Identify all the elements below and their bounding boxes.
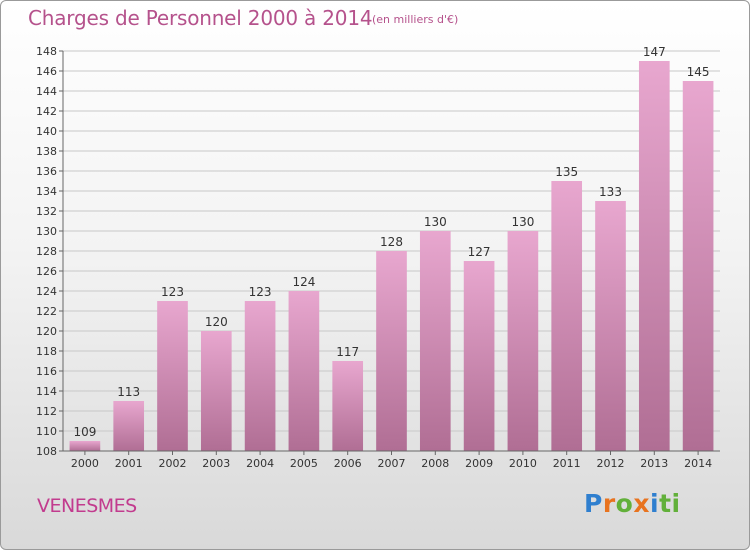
axes: 108 110 112 114 116 118 120 122 124 126 128 130 132 1… bbox=[36, 45, 720, 470]
y-tick-label: 120 bbox=[36, 325, 57, 338]
bar bbox=[507, 231, 539, 451]
bar bbox=[551, 181, 583, 451]
logo-letter: o bbox=[615, 489, 634, 518]
bar bbox=[376, 251, 407, 451]
y-tick-label: 138 bbox=[36, 145, 57, 158]
x-tick-label: 2013 bbox=[640, 457, 668, 470]
bar bbox=[463, 261, 495, 451]
bar bbox=[682, 81, 714, 451]
x-tick-label: 2004 bbox=[246, 457, 274, 470]
x-tick-label: 2001 bbox=[115, 457, 143, 470]
logo-letter: x bbox=[633, 489, 650, 518]
data-label: 135 bbox=[555, 165, 578, 179]
x-tick-label: 2007 bbox=[378, 457, 406, 470]
x-tick-label: 2009 bbox=[465, 457, 493, 470]
y-tick-label: 118 bbox=[36, 345, 57, 358]
bar bbox=[595, 201, 626, 451]
data-label: 109 bbox=[73, 425, 96, 439]
logo-letter: r bbox=[602, 489, 616, 518]
chart-subtitle: (en milliers d'€) bbox=[372, 13, 459, 26]
chart-title: Charges de Personnel 2000 à 2014 bbox=[28, 6, 373, 30]
bar bbox=[288, 291, 320, 451]
y-tick-label: 146 bbox=[36, 65, 57, 78]
y-tick-label: 108 bbox=[36, 445, 57, 458]
y-tick-label: 134 bbox=[36, 185, 57, 198]
y-tick-label: 110 bbox=[36, 425, 57, 438]
logo-letter: P bbox=[584, 489, 603, 518]
bars bbox=[69, 61, 714, 451]
location-label: VENESMES bbox=[37, 495, 137, 517]
data-label: 130 bbox=[424, 215, 447, 229]
y-tick-label: 132 bbox=[36, 205, 57, 218]
x-tick-label: 2006 bbox=[334, 457, 362, 470]
x-tick-label: 2000 bbox=[71, 457, 99, 470]
y-tick-label: 114 bbox=[36, 385, 57, 398]
bar bbox=[332, 361, 364, 451]
data-label: 113 bbox=[117, 385, 140, 399]
bar bbox=[113, 401, 145, 451]
y-tick-label: 140 bbox=[36, 125, 57, 138]
x-tick-label: 2008 bbox=[421, 457, 449, 470]
data-label: 123 bbox=[249, 285, 272, 299]
data-label: 145 bbox=[687, 65, 710, 79]
y-tick-label: 112 bbox=[36, 405, 57, 418]
bar bbox=[244, 301, 276, 451]
data-labels: 109 113 123 120 123 124 117 128 130 127 130 135 133 1… bbox=[73, 45, 709, 439]
y-tick-label: 136 bbox=[36, 165, 57, 178]
data-label: 133 bbox=[599, 185, 622, 199]
y-tick-label: 130 bbox=[36, 225, 57, 238]
y-tick-label: 148 bbox=[36, 45, 57, 58]
x-tick-label: 2005 bbox=[290, 457, 318, 470]
y-tick-label: 142 bbox=[36, 105, 57, 118]
x-tick-label: 2011 bbox=[553, 457, 581, 470]
logo-letter: ti bbox=[659, 489, 681, 518]
x-tick-label: 2010 bbox=[509, 457, 537, 470]
data-label: 130 bbox=[511, 215, 534, 229]
x-tick-label: 2003 bbox=[202, 457, 230, 470]
y-tick-label: 116 bbox=[36, 365, 57, 378]
y-tick-label: 128 bbox=[36, 245, 57, 258]
bar bbox=[69, 441, 101, 451]
y-tick-label: 144 bbox=[36, 85, 57, 98]
x-tick-label: 2014 bbox=[684, 457, 712, 470]
y-tick-label: 126 bbox=[36, 265, 57, 278]
bar bbox=[157, 301, 188, 451]
data-label: 124 bbox=[292, 275, 315, 289]
data-label: 117 bbox=[336, 345, 359, 359]
bar bbox=[200, 331, 232, 451]
y-tick-label: 122 bbox=[36, 305, 57, 318]
x-tick-label: 2012 bbox=[597, 457, 625, 470]
data-label: 147 bbox=[643, 45, 666, 59]
proxiti-logo[interactable]: Proxiti bbox=[584, 489, 681, 518]
data-label: 120 bbox=[205, 315, 228, 329]
bar bbox=[419, 231, 451, 451]
x-tick-label: 2002 bbox=[159, 457, 187, 470]
y-tick-label: 124 bbox=[36, 285, 57, 298]
data-label: 123 bbox=[161, 285, 184, 299]
data-label: 127 bbox=[468, 245, 491, 259]
logo-letter: i bbox=[650, 489, 660, 518]
data-label: 128 bbox=[380, 235, 403, 249]
bar bbox=[638, 61, 670, 451]
